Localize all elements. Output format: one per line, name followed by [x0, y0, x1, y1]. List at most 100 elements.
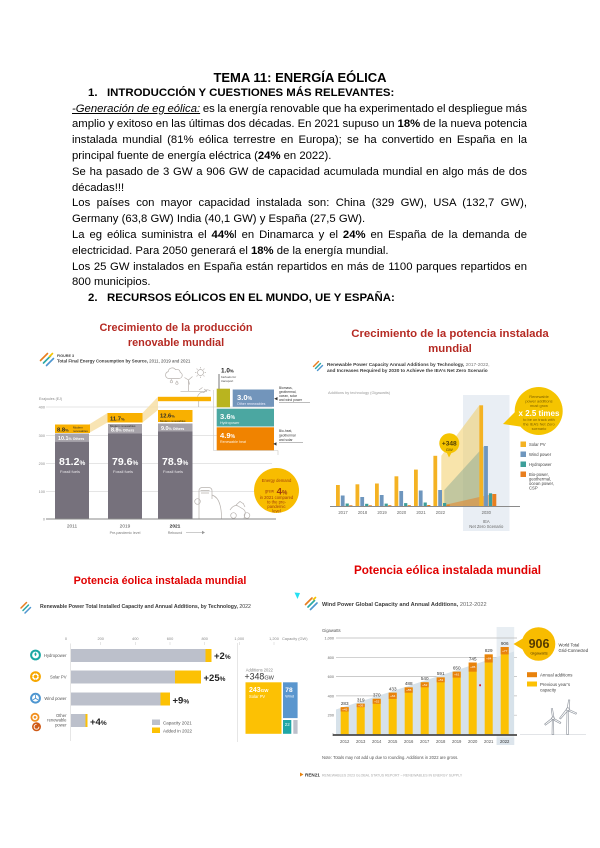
- svg-text:power additions: power additions: [525, 398, 552, 403]
- svg-text:300: 300: [39, 434, 45, 438]
- svg-text:2022: 2022: [436, 510, 446, 515]
- svg-text:591: 591: [437, 671, 445, 676]
- svg-text:capacity: capacity: [540, 687, 557, 692]
- svg-text:Wind: Wind: [285, 694, 294, 698]
- svg-text:+55: +55: [406, 688, 412, 692]
- svg-text:78.9%: 78.9%: [162, 456, 188, 468]
- svg-text:+52: +52: [422, 683, 428, 687]
- svg-text:Wind power: Wind power: [44, 696, 67, 701]
- svg-text:600: 600: [328, 675, 334, 679]
- svg-text:829: 829: [485, 648, 493, 653]
- svg-text:+2%: +2%: [214, 651, 231, 662]
- svg-text:Gigawatts: Gigawatts: [530, 651, 547, 656]
- svg-text:2021: 2021: [170, 524, 181, 530]
- svg-text:FIGURE 3: FIGURE 3: [57, 354, 74, 358]
- svg-text:9.0% Others: 9.0% Others: [161, 426, 184, 432]
- svg-text:Renewable Power Capacity Annua: Renewable Power Capacity Annual Addition…: [327, 362, 490, 368]
- svg-text:Renewable: Renewable: [529, 394, 548, 399]
- svg-text:2021: 2021: [484, 739, 494, 744]
- svg-text:4.9%: 4.9%: [220, 431, 236, 440]
- svg-text:Hydropower: Hydropower: [220, 421, 240, 425]
- svg-text:+9%: +9%: [173, 696, 190, 707]
- svg-text:geothermal: geothermal: [279, 434, 296, 438]
- svg-text:800: 800: [201, 636, 208, 641]
- svg-text:and solar: and solar: [279, 438, 293, 442]
- svg-text:2020: 2020: [468, 739, 478, 744]
- svg-text:+64: +64: [390, 694, 396, 698]
- svg-text:+348GW: +348GW: [245, 672, 275, 682]
- svg-text:540: 540: [421, 676, 429, 681]
- svg-text:2019: 2019: [452, 739, 462, 744]
- svg-text:370: 370: [373, 693, 381, 698]
- svg-text:GW: GW: [446, 447, 453, 452]
- svg-text:+84: +84: [486, 657, 492, 661]
- svg-text:2022: 2022: [500, 739, 510, 744]
- svg-text:488: 488: [405, 681, 413, 686]
- svg-text:3.0%: 3.0%: [237, 393, 253, 402]
- svg-text:Solar PV: Solar PV: [50, 674, 67, 679]
- svg-text:and Increases Required by 2030: and Increases Required by 2030 to Achiev…: [327, 368, 488, 374]
- svg-text:Biomass,: Biomass,: [279, 386, 293, 390]
- svg-text:400: 400: [132, 636, 139, 641]
- svg-text:2015: 2015: [388, 739, 398, 744]
- svg-text:400: 400: [328, 694, 334, 698]
- svg-text:906: 906: [529, 637, 550, 651]
- svg-text:Added in 2022: Added in 2022: [163, 729, 193, 734]
- svg-text:800: 800: [328, 656, 334, 660]
- svg-text:biofuels for: biofuels for: [221, 375, 236, 379]
- svg-text:12.6%: 12.6%: [160, 414, 175, 420]
- svg-text:and wind power: and wind power: [279, 398, 303, 402]
- svg-text:4%: 4%: [277, 487, 288, 498]
- svg-text:Solar PV: Solar PV: [529, 442, 546, 447]
- svg-text:in 2021 compared: in 2021 compared: [260, 495, 294, 500]
- svg-text:IEA: IEA: [483, 519, 490, 524]
- svg-text:geothermal,: geothermal,: [529, 477, 551, 482]
- svg-text:+4%: +4%: [90, 717, 107, 728]
- svg-text:Wind Power Global Capacity and: Wind Power Global Capacity and Annual Ad…: [322, 602, 487, 608]
- svg-text:Hydropower: Hydropower: [44, 653, 67, 658]
- svg-text:+36: +36: [358, 704, 364, 708]
- svg-text:81.2%: 81.2%: [59, 456, 85, 468]
- svg-text:+45: +45: [342, 708, 348, 712]
- svg-text:Bio-power,: Bio-power,: [529, 472, 549, 477]
- svg-text:grew: grew: [265, 489, 275, 494]
- svg-text:Energy demand: Energy demand: [262, 478, 292, 483]
- svg-text:Gigawatts: Gigawatts: [322, 628, 341, 633]
- svg-text:100: 100: [39, 490, 45, 494]
- svg-text:2019: 2019: [377, 510, 387, 515]
- svg-text:CSP: CSP: [529, 486, 538, 491]
- svg-text:ocean, solar: ocean, solar: [279, 394, 298, 398]
- svg-text:Modern renewables: Modern renewables: [110, 424, 136, 428]
- svg-text:power: power: [55, 722, 67, 727]
- svg-text:Previous year’s: Previous year’s: [540, 682, 571, 687]
- svg-text:Capacity 2021: Capacity 2021: [163, 721, 192, 726]
- svg-text:Exajoules (EJ): Exajoules (EJ): [39, 397, 62, 401]
- svg-text:ocean power,: ocean power,: [529, 481, 554, 486]
- svg-text:11.7%: 11.7%: [110, 417, 125, 423]
- svg-text:200: 200: [328, 714, 334, 718]
- svg-text:Renewable Power Total Installe: Renewable Power Total Installed Capacity…: [40, 604, 251, 610]
- svg-text:10.1% Others: 10.1% Others: [58, 436, 84, 442]
- svg-text:Modern renewables: Modern renewables: [160, 419, 186, 423]
- svg-text:pandemic: pandemic: [267, 504, 285, 509]
- svg-text:2014: 2014: [372, 739, 382, 744]
- svg-text:Hydropower: Hydropower: [529, 462, 552, 467]
- svg-text:319: 319: [357, 698, 365, 703]
- svg-text:200: 200: [39, 462, 45, 466]
- svg-text:2012: 2012: [340, 739, 350, 744]
- svg-text:Additions 2022: Additions 2022: [246, 668, 274, 673]
- svg-text:Solar PV: Solar PV: [249, 694, 265, 699]
- svg-text:Pre-pandemic level: Pre-pandemic level: [110, 531, 141, 535]
- svg-text:Fossil fuels: Fossil fuels: [60, 469, 80, 474]
- svg-text:x 2.5 times: x 2.5 times: [519, 409, 560, 418]
- svg-text:to be on track with: to be on track with: [523, 417, 555, 422]
- svg-text:Total Final Energy Consumption: Total Final Energy Consumption by Source…: [57, 358, 191, 363]
- svg-text:+95: +95: [470, 665, 476, 669]
- svg-text:renewables: renewables: [73, 429, 88, 433]
- svg-text:2019: 2019: [120, 524, 131, 530]
- svg-text:78: 78: [285, 687, 293, 694]
- svg-text:283: 283: [341, 701, 349, 706]
- svg-text:Bio-heat,: Bio-heat,: [279, 429, 292, 433]
- svg-text:400: 400: [39, 406, 45, 410]
- svg-text:Fossil fuels: Fossil fuels: [163, 469, 183, 474]
